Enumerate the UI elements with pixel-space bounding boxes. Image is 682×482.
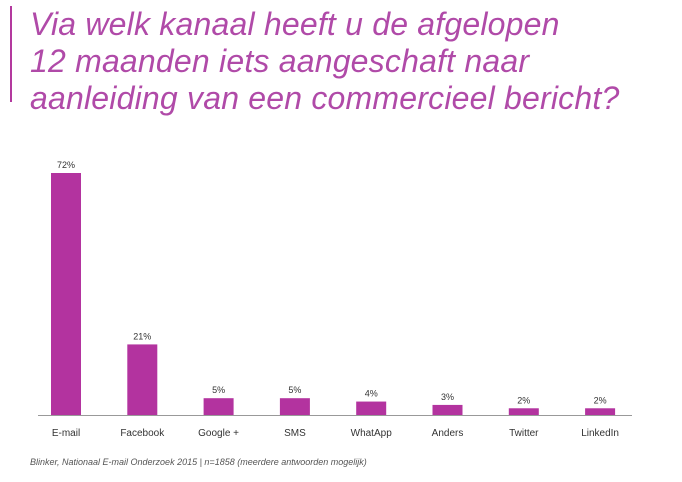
category-label-7: LinkedIn [581, 428, 619, 439]
data-label-0: 72% [57, 160, 75, 170]
source-note: Blinker, Nationaal E-mail Onderzoek 2015… [30, 457, 367, 467]
bar-7 [585, 408, 616, 415]
chart-title: Via welk kanaal heeft u de afgelopen 12 … [30, 6, 670, 117]
category-label-3: SMS [284, 428, 306, 439]
bar-3 [279, 398, 310, 415]
data-label-5: 3% [441, 392, 454, 402]
data-label-2: 5% [212, 385, 225, 395]
data-label-7: 2% [594, 395, 607, 405]
category-label-5: Anders [432, 428, 464, 439]
category-label-2: Google + [198, 428, 239, 439]
bar-5 [432, 404, 463, 415]
bar-1 [127, 344, 158, 415]
category-label-6: Twitter [509, 428, 539, 439]
bar-4 [356, 401, 387, 415]
category-label-0: E-mail [52, 428, 80, 439]
bar-2 [203, 398, 234, 415]
data-label-3: 5% [288, 385, 301, 395]
title-line-1: Via welk kanaal heeft u de afgelopen [30, 6, 560, 42]
data-label-6: 2% [517, 395, 530, 405]
data-label-4: 4% [365, 389, 378, 399]
title-accent-bar [10, 6, 12, 102]
title-line-3: aanleiding van een commercieel bericht? [30, 80, 620, 116]
bar-6 [508, 408, 539, 415]
bar-0 [51, 173, 81, 415]
data-label-1: 21% [133, 331, 151, 341]
title-line-2: 12 maanden iets aangeschaft naar [30, 43, 530, 79]
category-label-4: WhatApp [351, 428, 393, 439]
category-label-1: Facebook [120, 428, 165, 439]
